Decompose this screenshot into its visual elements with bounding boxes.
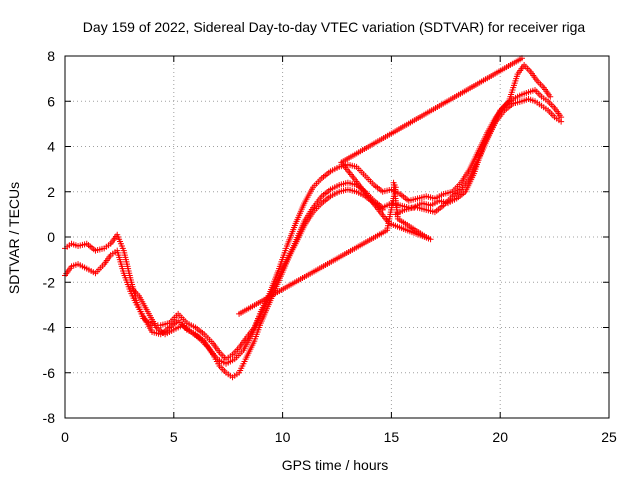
data-point <box>558 118 565 125</box>
y-tick-label: 8 <box>47 48 55 64</box>
y-tick-label: 0 <box>47 229 55 245</box>
series-track-c <box>127 186 386 367</box>
y-tick-label: -6 <box>43 365 56 381</box>
series-scattered <box>236 55 525 317</box>
chart-title: Day 159 of 2022, Sidereal Day-to-day VTE… <box>83 19 586 35</box>
x-tick-label: 20 <box>492 429 508 445</box>
y-tick-label: -2 <box>43 274 56 290</box>
data-point <box>547 93 554 100</box>
x-tick-label: 10 <box>275 429 291 445</box>
data-points <box>62 55 565 381</box>
x-axis-label: GPS time / hours <box>282 457 389 473</box>
tick-layer: 0 5 10 15 20 25 -8 -6 -4 -2 0 2 4 6 8 <box>43 48 617 445</box>
x-tick-label: 25 <box>601 429 617 445</box>
x-tick-label: 5 <box>170 429 178 445</box>
series-track-d <box>392 62 554 218</box>
y-tick-label: 2 <box>47 184 55 200</box>
y-tick-label: -8 <box>43 410 56 426</box>
grid-layer <box>65 56 609 418</box>
x-tick-label: 0 <box>61 429 69 445</box>
y-tick-label: 4 <box>47 139 55 155</box>
x-tick-label: 15 <box>384 429 400 445</box>
y-tick-label: -4 <box>43 320 56 336</box>
y-tick-label: 6 <box>47 93 55 109</box>
y-axis-label: SDTVAR / TECUs <box>6 182 22 294</box>
